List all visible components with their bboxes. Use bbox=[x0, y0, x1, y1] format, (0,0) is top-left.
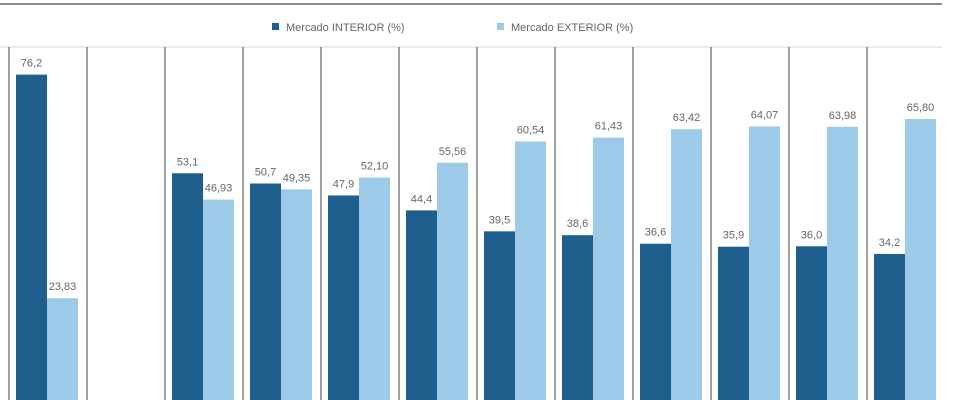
legend: Mercado INTERIOR (%) Mercado EXTERIOR (%… bbox=[272, 22, 633, 34]
data-label-exterior: 49,35 bbox=[283, 172, 311, 184]
data-label-interior: 44,4 bbox=[411, 193, 432, 205]
data-label-exterior: 23,83 bbox=[49, 281, 77, 293]
data-label-interior: 39,5 bbox=[489, 214, 510, 226]
data-label-interior: 34,2 bbox=[879, 237, 900, 249]
data-label-exterior: 63,98 bbox=[829, 110, 857, 122]
category-dividers bbox=[86, 47, 868, 400]
bar-interior bbox=[172, 173, 203, 400]
bar-exterior bbox=[905, 119, 936, 400]
bar-interior bbox=[640, 243, 671, 400]
bar-exterior bbox=[515, 141, 546, 400]
data-label-interior: 36,0 bbox=[801, 229, 822, 241]
bar-interior bbox=[718, 246, 749, 400]
bar-interior bbox=[16, 74, 47, 400]
data-label-exterior: 65,80 bbox=[907, 102, 935, 114]
data-label-exterior: 52,10 bbox=[361, 161, 389, 173]
data-label-interior: 35,9 bbox=[723, 230, 744, 242]
data-label-interior: 38,6 bbox=[567, 218, 588, 230]
bar-interior bbox=[874, 253, 905, 400]
bar-exterior bbox=[203, 199, 234, 400]
bar-interior bbox=[484, 231, 515, 400]
data-label-interior: 47,9 bbox=[333, 178, 354, 190]
data-label-exterior: 61,43 bbox=[595, 121, 623, 133]
data-label-interior: 53,1 bbox=[177, 156, 198, 168]
data-labels-group: 76,2 23,83 53,1 46,93 50,7 49,35 47,9 52,10 44,4… bbox=[21, 58, 934, 294]
bar-exterior bbox=[437, 162, 468, 400]
data-label-exterior: 55,56 bbox=[439, 146, 467, 158]
bar-exterior bbox=[827, 126, 858, 400]
legend-label-interior: Mercado INTERIOR (%) bbox=[286, 22, 405, 34]
data-label-interior: 36,6 bbox=[645, 227, 666, 239]
legend-swatch-interior bbox=[272, 23, 279, 30]
bars-group bbox=[16, 74, 936, 400]
bar-interior bbox=[250, 183, 281, 400]
data-label-interior: 76,2 bbox=[21, 58, 42, 70]
data-label-exterior: 60,54 bbox=[517, 124, 545, 136]
bar-interior bbox=[328, 195, 359, 400]
bar-exterior bbox=[47, 298, 78, 400]
data-label-exterior: 64,07 bbox=[751, 109, 779, 121]
bar-exterior bbox=[593, 137, 624, 400]
data-label-exterior: 46,93 bbox=[205, 183, 233, 195]
bar-interior bbox=[406, 210, 437, 400]
legend-swatch-exterior bbox=[497, 23, 504, 30]
bar-exterior bbox=[281, 189, 312, 400]
data-label-exterior: 63,42 bbox=[673, 112, 701, 124]
data-label-interior: 50,7 bbox=[255, 167, 276, 179]
legend-label-exterior: Mercado EXTERIOR (%) bbox=[511, 22, 633, 34]
bar-interior bbox=[796, 246, 827, 400]
bar-exterior bbox=[671, 129, 702, 400]
bar-interior bbox=[562, 235, 593, 400]
bar-exterior bbox=[359, 177, 390, 400]
bar-exterior bbox=[749, 126, 780, 400]
